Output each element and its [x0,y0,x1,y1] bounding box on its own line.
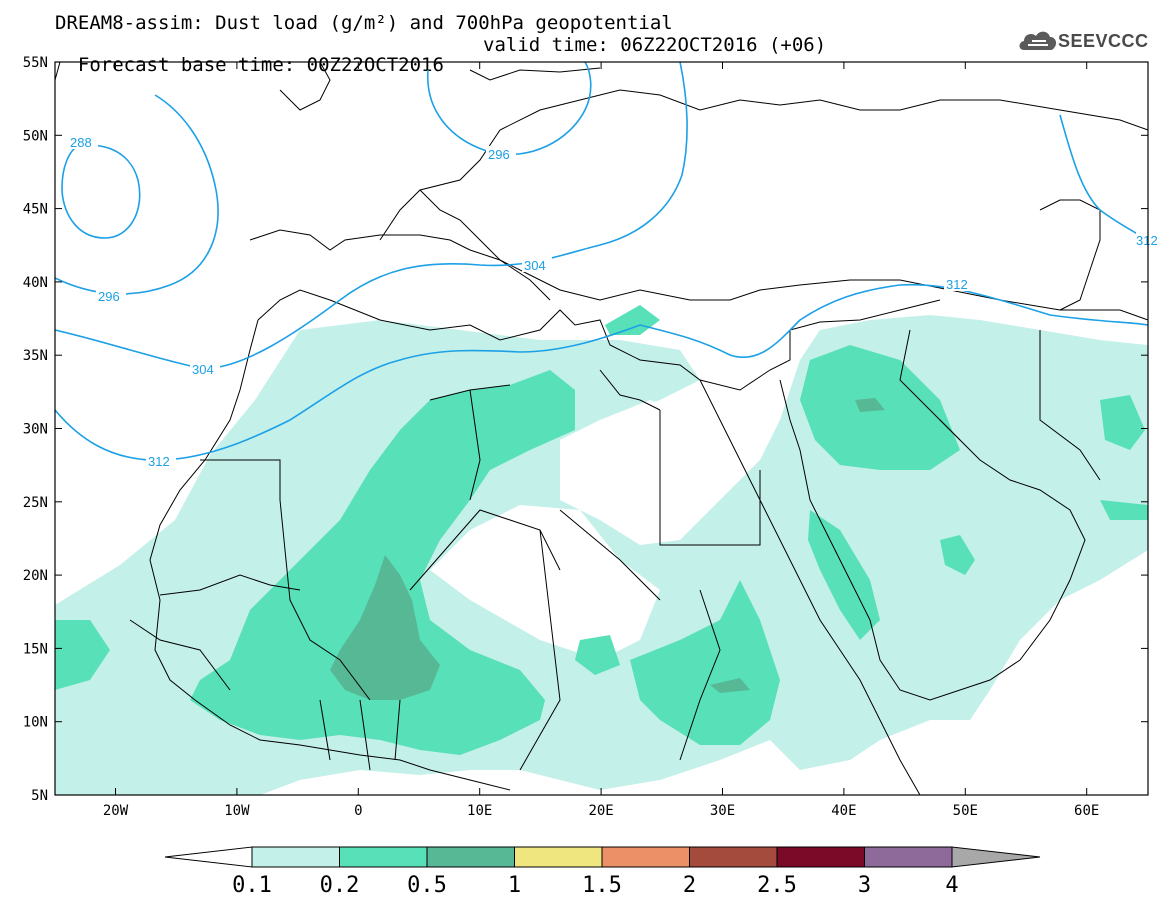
cloud-icon [1019,31,1057,50]
map-title: DREAM8-assim: Dust load (g/m²) and 700hP… [55,12,673,34]
contour-label: 304 [192,362,214,377]
legend-swatch [601,846,690,868]
contour-288 [61,144,141,239]
lat-label: 25N [23,495,48,511]
legend-swatch [164,846,253,868]
lon-label: 10E [467,803,492,819]
legend-swatch [951,846,1041,868]
legend-swatch [514,846,603,868]
legend-label: 0.1 [232,873,272,898]
legend-label: 1.5 [582,873,622,898]
legend-label: 0.5 [407,873,447,898]
lon-label: 30E [710,803,735,819]
lat-label: 35N [23,348,48,364]
valid-time: valid time: 06Z22OCT2016 (+06) [483,34,827,56]
contour-label: 296 [488,147,510,162]
lat-label: 55N [23,55,48,71]
contour-312 [55,283,1148,461]
legend-swatch [776,846,865,868]
contour-296-europe [427,62,592,156]
legend-label: 1 [508,873,521,898]
land-outlines [55,62,1148,795]
contour-labels: 288 296 296 304 304 312 312 312 [68,134,1158,469]
dust-dark-region [330,555,440,700]
legend-swatch [689,846,778,868]
legend-swatch [339,846,428,868]
contour-label: 288 [70,135,92,150]
contour-296-west [55,94,219,295]
legend-label: 2.5 [757,873,797,898]
base-time: Forecast base time: 00Z22OCT2016 [77,54,444,76]
legend-swatch [864,846,953,868]
map-subtitle: Forecast base time: 00Z22OCT2016 valid t… [55,35,826,95]
contour-label: 312 [946,277,968,292]
legend-swatch [426,846,515,868]
lon-label: 60E [1074,803,1099,819]
lat-label: 10N [23,715,48,731]
lon-label: 20W [103,803,129,819]
longitude-axis: 20W 10W 0 10E 20E 30E 40E 50E 60E [103,62,1099,819]
lon-label: 0 [354,803,362,819]
lon-label: 10W [224,803,250,819]
lon-label: 20E [588,803,613,819]
lat-label: 30N [23,422,48,438]
contour-312-east [1059,114,1148,241]
legend-label: 2 [683,873,696,898]
contour-label: 312 [1136,233,1158,248]
lon-label: 50E [953,803,978,819]
lat-label: 40N [23,275,48,291]
contour-label: 304 [524,258,546,273]
lat-label: 20N [23,568,48,584]
contour-label: 312 [148,454,170,469]
legend-swatch [251,846,340,868]
logo-text: SEEVCCC [1058,31,1149,51]
legend-label: 0.2 [320,873,360,898]
dust-shading [55,305,1148,795]
lat-label: 5N [31,788,48,804]
legend-label: 4 [945,873,958,898]
lat-label: 45N [23,202,48,218]
dust-legend: 0.1 0.2 0.5 1 1.5 2 2.5 3 4 [164,846,1041,898]
legend-label: 3 [858,873,871,898]
contour-label: 296 [98,289,120,304]
lon-label: 40E [831,803,856,819]
lat-label: 15N [23,641,48,657]
latitude-axis: 55N 50N 45N 40N 35N 30N 25N 20N 15N 10N 5N [23,55,1148,804]
lat-label: 50N [23,128,48,144]
